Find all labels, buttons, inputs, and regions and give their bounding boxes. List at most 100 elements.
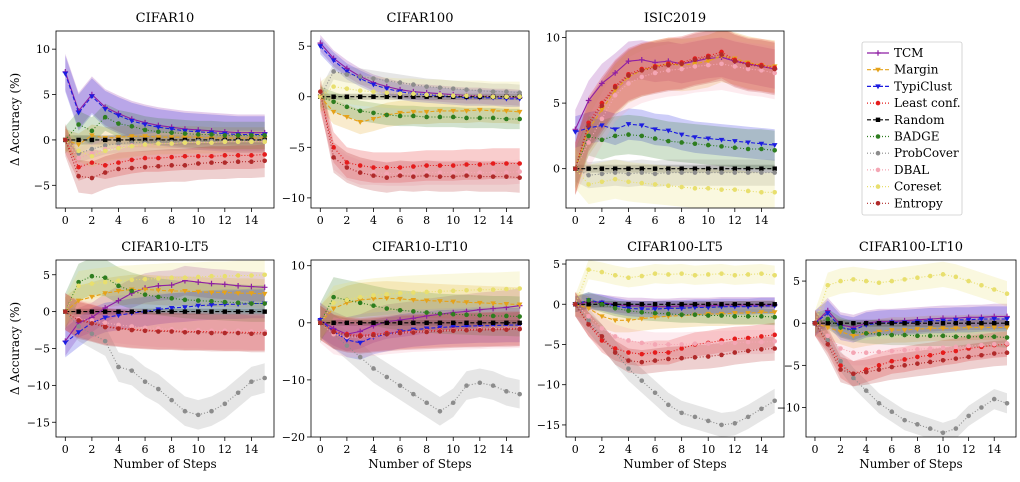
legend-entry-tcm: TCM [867, 46, 923, 60]
point-coreset-9 [182, 275, 188, 281]
point-margin-7 [901, 327, 908, 333]
point-least-conf-4 [116, 160, 121, 165]
point-badge-7 [156, 294, 161, 300]
x-tick-label: 8 [423, 214, 430, 227]
point-badge-13 [745, 146, 751, 152]
y-tick-label: 10 [546, 32, 560, 45]
point-entropy-13 [979, 352, 984, 358]
band-probcover [65, 296, 265, 430]
x-tick-label: 10 [446, 214, 460, 227]
point-dbal-1 [586, 140, 591, 145]
point-badge-10 [450, 114, 456, 120]
band-dbal [575, 292, 775, 357]
point-entropy-0 [63, 309, 68, 314]
point-random-11 [464, 320, 469, 326]
point-probcover-11 [953, 426, 959, 431]
point-badge-11 [719, 313, 724, 318]
point-entropy-1 [586, 123, 591, 128]
point-badge-14 [249, 133, 254, 138]
point-coreset-13 [490, 287, 496, 292]
line-entropy [64, 311, 265, 335]
point-coreset-15 [772, 189, 777, 195]
y-tick-label: −20 [282, 431, 305, 444]
point-probcover-11 [209, 408, 214, 414]
legend-marker [875, 184, 881, 189]
point-coreset-6 [397, 290, 403, 296]
point-dbal-10 [705, 341, 711, 346]
point-random-6 [652, 166, 658, 171]
point-coreset-8 [424, 289, 429, 295]
point-random-11 [209, 309, 214, 314]
series-probcover [573, 301, 777, 428]
x-ticks: 0 2 4 6 8 10 12 14 [572, 208, 768, 227]
point-random-10 [196, 309, 201, 314]
legend-frame [861, 41, 963, 216]
point-badge-13 [490, 115, 496, 121]
y-axis-label: Δ Accuracy (%) [8, 73, 22, 166]
point-margin-13 [490, 301, 496, 307]
axes-frame [310, 30, 530, 209]
series-badge [318, 94, 522, 122]
point-probcover-4 [116, 364, 121, 370]
point-badge-8 [169, 130, 174, 135]
band-coreset [575, 149, 775, 208]
point-dbal-6 [889, 348, 895, 354]
y-tick-label: 5 [793, 275, 800, 288]
point-badge-6 [652, 310, 658, 316]
x-tick-label: 2 [598, 214, 605, 227]
point-entropy-7 [666, 356, 671, 362]
point-probcover-6 [652, 390, 658, 396]
point-typiclust-10 [195, 303, 202, 309]
legend-entry-typiclust: TypiClust [867, 79, 952, 93]
band-coreset [815, 261, 1007, 336]
point-margin-12 [477, 107, 483, 113]
point-badge-9 [692, 312, 698, 318]
x-tick-label: 12 [728, 214, 742, 227]
x-ticks: 0 2 4 6 8 10 12 14 [62, 208, 258, 227]
point-probcover-2 [344, 343, 350, 348]
point-least-conf-12 [732, 336, 738, 342]
point-badge-5 [129, 124, 135, 129]
point-entropy-0 [812, 320, 818, 326]
x-tick-label: 12 [473, 443, 487, 456]
band-dbal [65, 293, 265, 350]
band-least-conf [575, 292, 775, 367]
point-margin-13 [745, 311, 751, 316]
point-typiclust-2 [344, 69, 350, 75]
point-dbal-3 [612, 92, 618, 98]
point-probcover-7 [902, 417, 907, 423]
point-badge-8 [679, 312, 684, 318]
point-margin-6 [888, 327, 895, 333]
x-tick-label: 2 [343, 443, 350, 456]
point-least-conf-10 [940, 350, 946, 356]
y-tick-label: −5 [289, 141, 305, 154]
x-tick-label: 12 [218, 443, 232, 456]
point-least-conf-8 [169, 154, 174, 160]
line-badge [575, 299, 775, 318]
point-margin-3 [612, 318, 618, 324]
x-tick-label: 6 [652, 214, 659, 227]
point-probcover-1 [825, 337, 831, 343]
y-tick-label: 5 [43, 89, 50, 102]
point-entropy-12 [222, 160, 228, 165]
point-entropy-13 [490, 327, 496, 332]
point-badge-7 [156, 129, 161, 135]
point-badge-12 [477, 115, 483, 121]
point-entropy-14 [991, 351, 997, 356]
point-probcover-3 [851, 375, 856, 381]
series-entropy [573, 301, 777, 365]
point-dbal-5 [639, 74, 645, 80]
point-tcm-2 [599, 80, 605, 87]
point-entropy-12 [966, 354, 971, 360]
point-random-15 [517, 320, 522, 326]
point-random-5 [639, 302, 644, 307]
series-margin [812, 321, 1010, 339]
point-least-conf-1 [76, 164, 81, 170]
point-probcover-15 [517, 90, 522, 95]
point-least-conf-6 [397, 165, 403, 170]
point-probcover-6 [142, 379, 148, 384]
point-random-3 [851, 321, 856, 326]
legend-label: Random [894, 113, 945, 127]
point-random-12 [966, 321, 971, 326]
x-axis-label: Number of Steps [623, 457, 726, 471]
